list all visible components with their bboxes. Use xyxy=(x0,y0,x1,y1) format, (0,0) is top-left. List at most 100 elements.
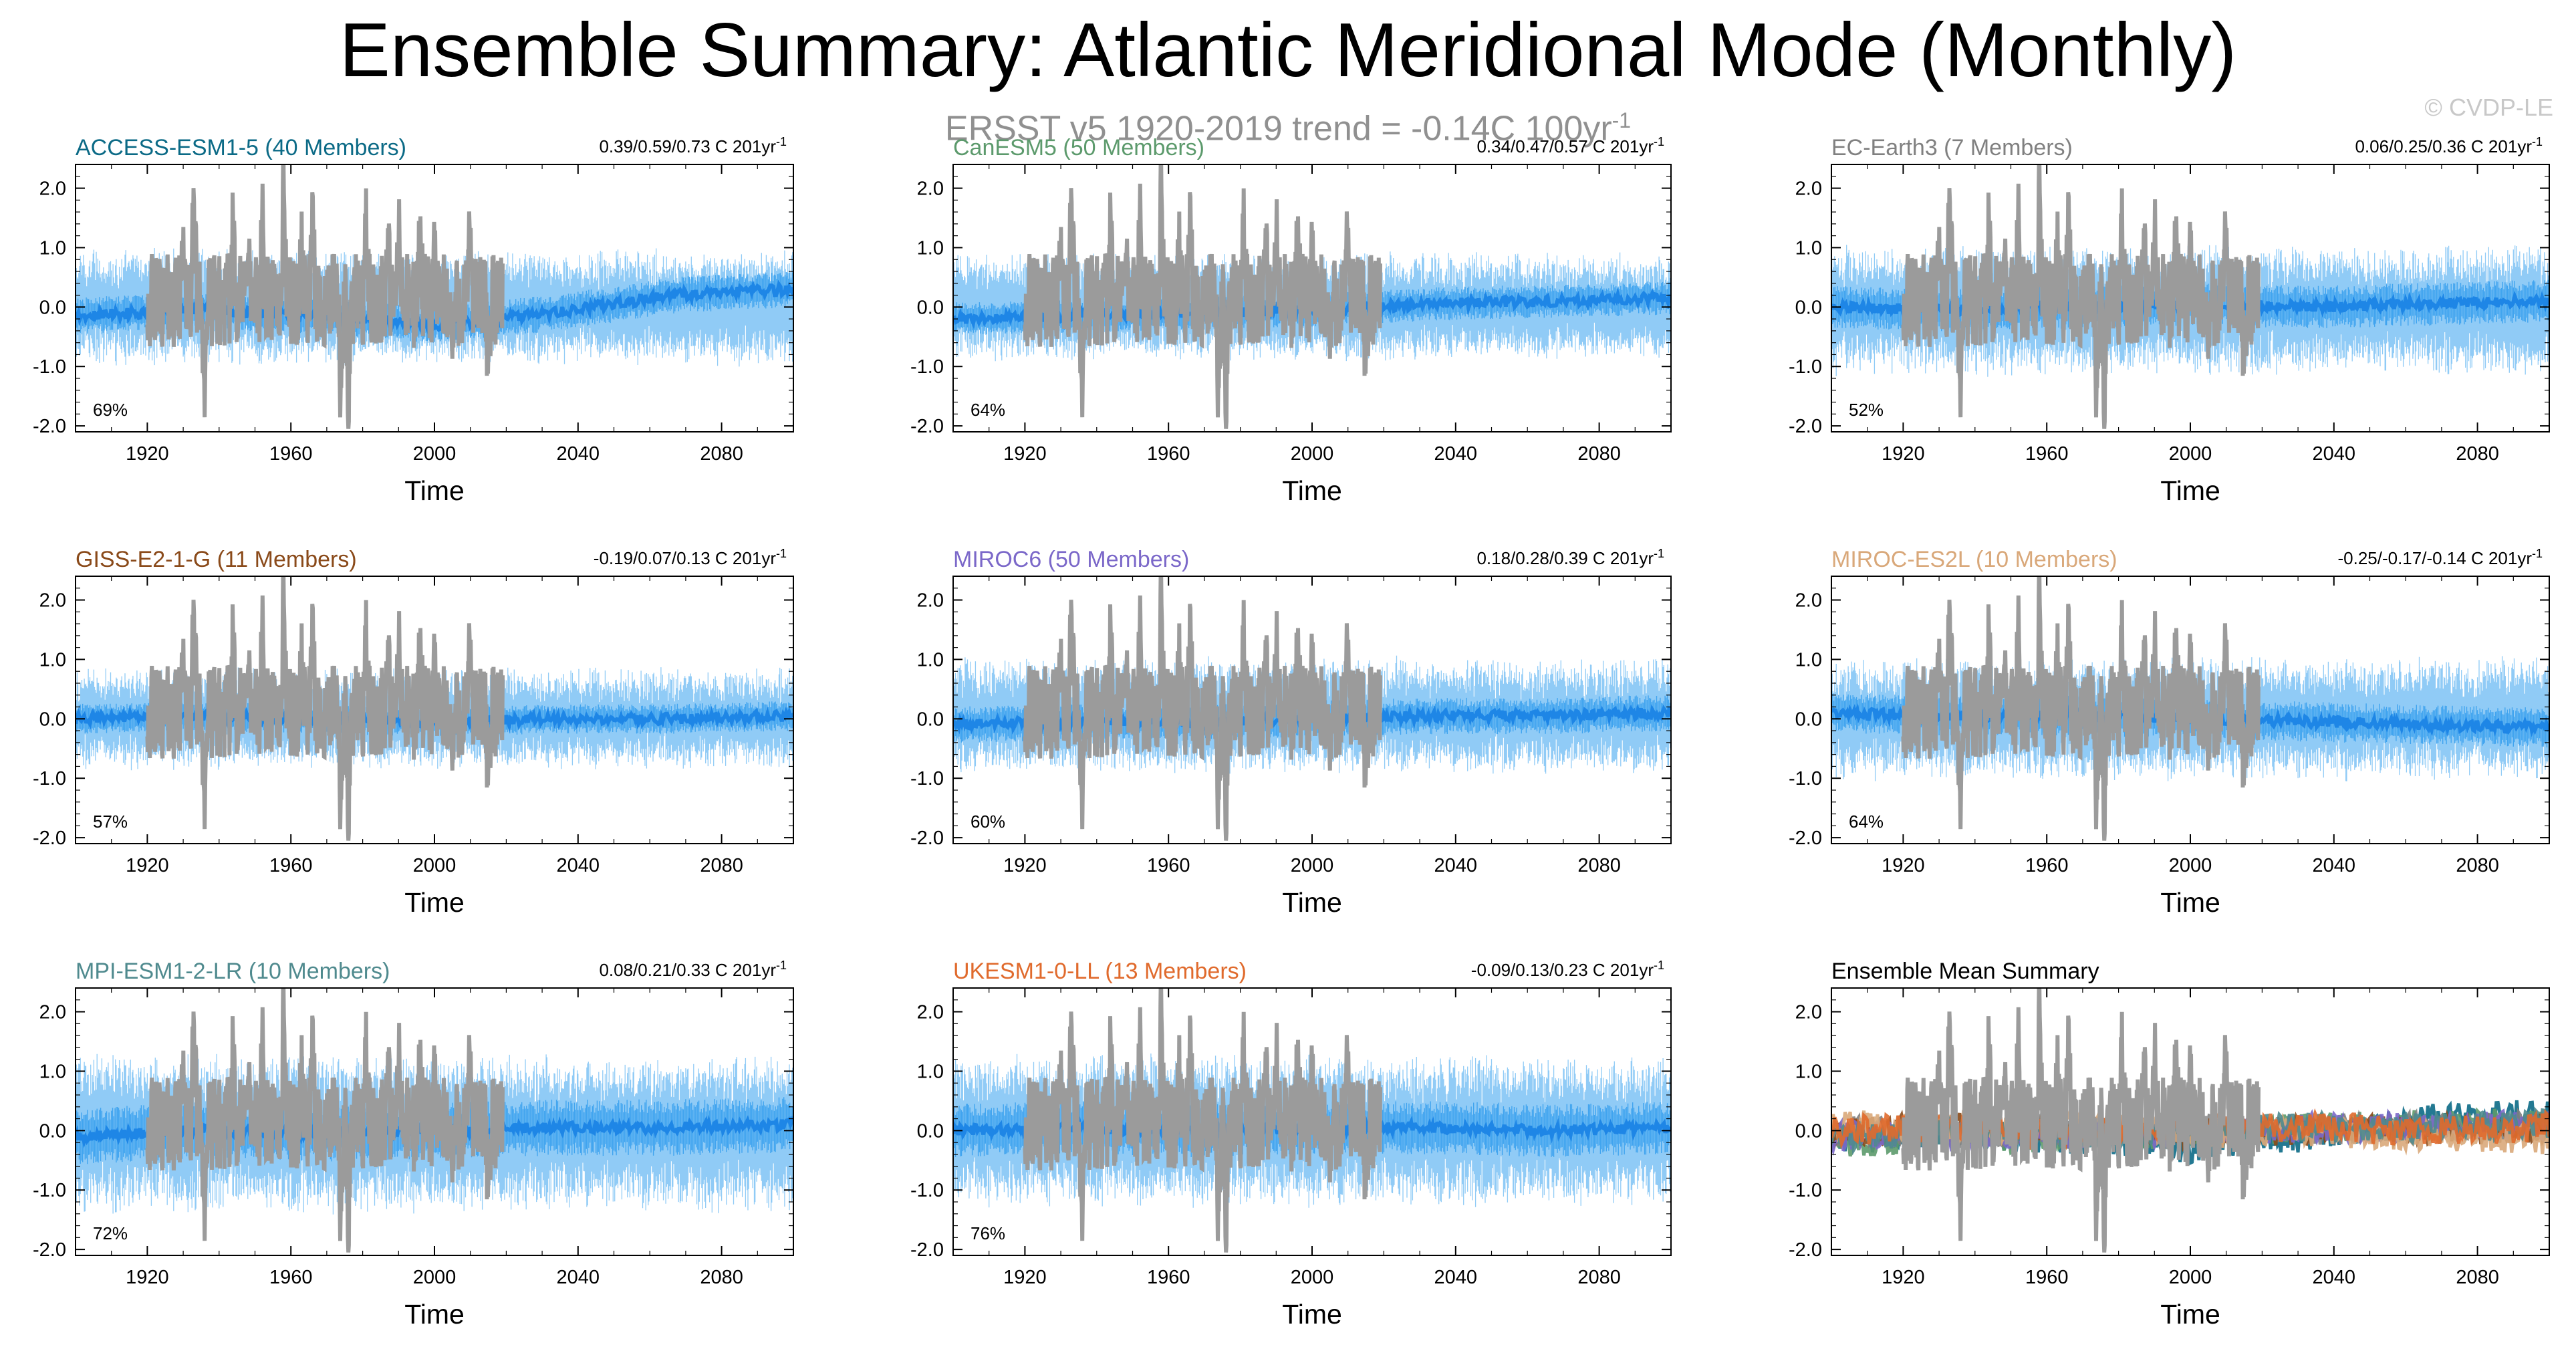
x-tick-label: 2080 xyxy=(2456,855,2499,876)
y-tick-label: 1.0 xyxy=(917,649,944,670)
x-tick-label: 2080 xyxy=(700,855,743,876)
x-axis-title: Time xyxy=(2160,475,2220,506)
x-axis-title: Time xyxy=(1282,1299,1342,1330)
chart-panel: -2.0 -1.0 0.0 1.0 2.0 1920 1960 2000 2040 2080 Tim… xyxy=(1789,547,2550,918)
x-tick-label: 1960 xyxy=(1147,443,1190,465)
y-tick-label: -1.0 xyxy=(910,1180,944,1201)
x-tick-label: 2000 xyxy=(1291,1267,1334,1288)
chart-panel: -2.0 -1.0 0.0 1.0 2.0 1920 1960 2000 2040 2080 Tim… xyxy=(33,135,794,506)
y-tick-label: 2.0 xyxy=(39,590,66,612)
trend-label: 0.08/0.21/0.33 C 201yr-1 xyxy=(599,959,787,980)
trend-value: 0.08/0.21/0.33 C 201yr xyxy=(599,960,776,980)
chart-panel: -2.0 -1.0 0.0 1.0 2.0 1920 1960 2000 2040 2080 Tim… xyxy=(1789,959,2550,1330)
plot-area xyxy=(953,988,1671,1253)
x-tick-label: 1920 xyxy=(1003,855,1047,876)
x-tick-label: 2080 xyxy=(1577,1267,1621,1288)
trend-value: -0.09/0.13/0.23 C 201yr xyxy=(1471,960,1654,980)
chart-panel: -2.0 -1.0 0.0 1.0 2.0 1920 1960 2000 2040 2080 Tim… xyxy=(1789,135,2550,506)
y-tick-label: 0.0 xyxy=(39,709,66,730)
x-tick-label: 1920 xyxy=(1882,855,1925,876)
y-tick-label: 1.0 xyxy=(39,1061,66,1082)
observation-trend-label: ERSST v5 1920-2019 trend = -0.14C 100yr -… xyxy=(0,99,2576,150)
y-tick-label: -2.0 xyxy=(33,828,66,849)
y-tick-label: -1.0 xyxy=(1789,1180,1822,1201)
x-tick-label: 2040 xyxy=(1434,1267,1478,1288)
y-tick-label: 1.0 xyxy=(917,1061,944,1082)
y-tick-label: -2.0 xyxy=(1789,1239,1822,1261)
y-tick-label: 2.0 xyxy=(1795,1002,1822,1023)
chart-panel: -2.0 -1.0 0.0 1.0 2.0 1920 1960 2000 2040 2080 Tim… xyxy=(33,547,794,918)
percent-label: 52% xyxy=(1849,400,1884,420)
x-tick-label: 1920 xyxy=(1003,443,1047,465)
y-tick-label: 0.0 xyxy=(917,297,944,318)
y-tick-label: 1.0 xyxy=(917,237,944,259)
trend-value: 0.39/0.59/0.73 C 201yr xyxy=(599,136,776,156)
chart-panel: -2.0 -1.0 0.0 1.0 2.0 1920 1960 2000 2040 2080 Tim… xyxy=(33,959,794,1330)
plot-area xyxy=(1831,576,2549,841)
trend-label: -0.19/0.07/0.13 C 201yr-1 xyxy=(594,547,787,568)
y-tick-label: -2.0 xyxy=(910,828,944,849)
x-tick-label: 2040 xyxy=(1434,443,1478,465)
y-tick-label: -1.0 xyxy=(910,768,944,789)
observations-line xyxy=(1023,988,1382,1253)
percent-label: 64% xyxy=(971,400,1005,420)
x-axis-title: Time xyxy=(2160,1299,2220,1330)
observations-line xyxy=(145,988,505,1253)
y-tick-label: 2.0 xyxy=(917,178,944,200)
x-axis-title: Time xyxy=(2160,887,2220,918)
observations-line xyxy=(145,576,505,841)
chart-panel: -2.0 -1.0 0.0 1.0 2.0 1920 1960 2000 2040 2080 Tim… xyxy=(910,959,1672,1330)
y-tick-label: 0.0 xyxy=(1795,297,1822,318)
observations-line xyxy=(1901,576,2261,841)
trend-value: 0.18/0.28/0.39 C 201yr xyxy=(1476,548,1654,568)
y-tick-label: 0.0 xyxy=(39,1120,66,1142)
y-tick-label: 2.0 xyxy=(39,178,66,200)
x-tick-label: 2000 xyxy=(1291,855,1334,876)
observations-line xyxy=(1023,164,1382,429)
x-tick-label: 1920 xyxy=(126,855,169,876)
percent-label: 57% xyxy=(93,812,128,832)
trend-superscript: -1 xyxy=(776,135,787,148)
y-tick-label: 2.0 xyxy=(917,1002,944,1023)
y-tick-label: 1.0 xyxy=(1795,1061,1822,1082)
x-tick-label: 1960 xyxy=(2025,1267,2069,1288)
trend-label: 0.06/0.25/0.36 C 201yr-1 xyxy=(2355,135,2543,156)
x-tick-label: 2000 xyxy=(2169,443,2212,465)
x-tick-label: 2000 xyxy=(1291,443,1334,465)
x-tick-label: 2000 xyxy=(413,443,457,465)
trend-superscript: -1 xyxy=(776,547,787,560)
y-tick-label: 1.0 xyxy=(39,649,66,670)
trend-label: -0.25/-0.17/-0.14 C 201yr-1 xyxy=(2337,547,2543,568)
y-tick-label: -1.0 xyxy=(1789,768,1822,789)
x-tick-label: 1960 xyxy=(1147,1267,1190,1288)
x-axis-title: Time xyxy=(1282,475,1342,506)
chart-title: MPI-ESM1-2-LR (10 Members) xyxy=(76,959,390,984)
x-tick-label: 2040 xyxy=(2313,1267,2356,1288)
x-tick-label: 1960 xyxy=(269,1267,313,1288)
plot-area xyxy=(76,164,793,429)
y-tick-label: -1.0 xyxy=(33,1180,66,1201)
x-tick-label: 1960 xyxy=(1147,855,1190,876)
observations-line xyxy=(1023,576,1382,841)
y-tick-label: -2.0 xyxy=(910,416,944,437)
page-title: Ensemble Summary: Atlantic Meridional Mo… xyxy=(339,8,2237,93)
chart-title: MIROC-ES2L (10 Members) xyxy=(1831,547,2117,572)
x-tick-label: 2000 xyxy=(2169,855,2212,876)
trend-superscript: -1 xyxy=(1654,959,1664,972)
x-axis-title: Time xyxy=(404,887,465,918)
x-tick-label: 2000 xyxy=(2169,1267,2212,1288)
chart-panel: -2.0 -1.0 0.0 1.0 2.0 1920 1960 2000 2040 2080 Tim… xyxy=(910,135,1672,506)
chart-title: MIROC6 (50 Members) xyxy=(953,547,1189,572)
chart-title: GISS-E2-1-G (11 Members) xyxy=(76,547,357,572)
observation-trend-text: ERSST v5 1920-2019 trend = -0.14C 100yr xyxy=(944,109,1612,148)
y-tick-label: 0.0 xyxy=(39,297,66,318)
trend-value: -0.19/0.07/0.13 C 201yr xyxy=(594,548,777,568)
trend-superscript: -1 xyxy=(2532,135,2543,148)
chart-title: Ensemble Mean Summary xyxy=(1831,959,2099,984)
plot-area xyxy=(953,576,1671,841)
y-tick-label: 1.0 xyxy=(39,237,66,259)
plot-area xyxy=(953,164,1671,429)
trend-value: 0.06/0.25/0.36 C 201yr xyxy=(2355,136,2532,156)
percent-label: 60% xyxy=(971,812,1005,832)
